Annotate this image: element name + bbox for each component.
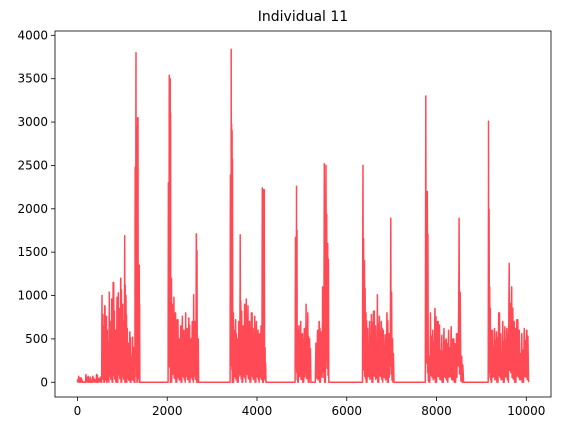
series-line-0 [76,48,530,384]
x-tick-label: 8000 [421,404,452,418]
x-tick-label: 2000 [152,404,183,418]
y-tick-label: 0 [40,375,48,389]
y-tick-label: 2500 [17,158,48,172]
x-tick-label: 10000 [507,404,545,418]
x-tick-label: 0 [74,404,82,418]
x-axis: 0 2000 4000 6000 8000 10000 [74,397,545,418]
y-tick-label: 3500 [17,72,48,86]
plot-frame [54,30,552,398]
plot-area [76,48,530,384]
y-tick-label: 500 [25,332,48,346]
y-tick-label: 1500 [17,245,48,259]
x-tick-label: 4000 [242,404,273,418]
y-tick-label: 2000 [17,202,48,216]
y-tick-label: 3000 [17,115,48,129]
x-tick-label: 6000 [331,404,362,418]
y-tick-label: 1000 [17,289,48,303]
y-tick-label: 4000 [17,28,48,42]
chart-title: Individual 11 [258,9,348,25]
y-axis: 0 500 1000 1500 2000 2500 3000 3500 4000 [17,28,55,389]
